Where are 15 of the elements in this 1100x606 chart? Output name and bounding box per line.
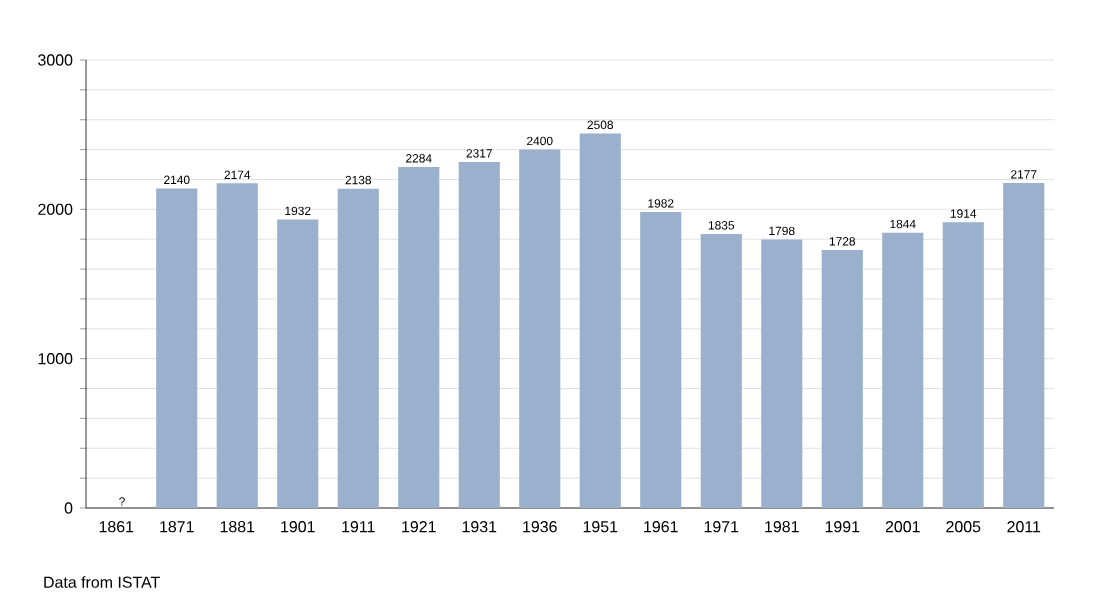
bar [337,188,379,508]
bar [700,233,742,508]
bar [519,149,561,508]
bar [882,232,924,508]
bar [277,219,319,508]
bar [579,133,621,508]
bar [1003,182,1045,508]
bar [821,249,863,508]
bar [942,222,984,508]
bar [640,212,682,508]
bar [398,166,440,508]
bar [156,188,198,508]
bar [761,239,803,508]
bar [458,161,500,508]
bar [216,183,258,508]
